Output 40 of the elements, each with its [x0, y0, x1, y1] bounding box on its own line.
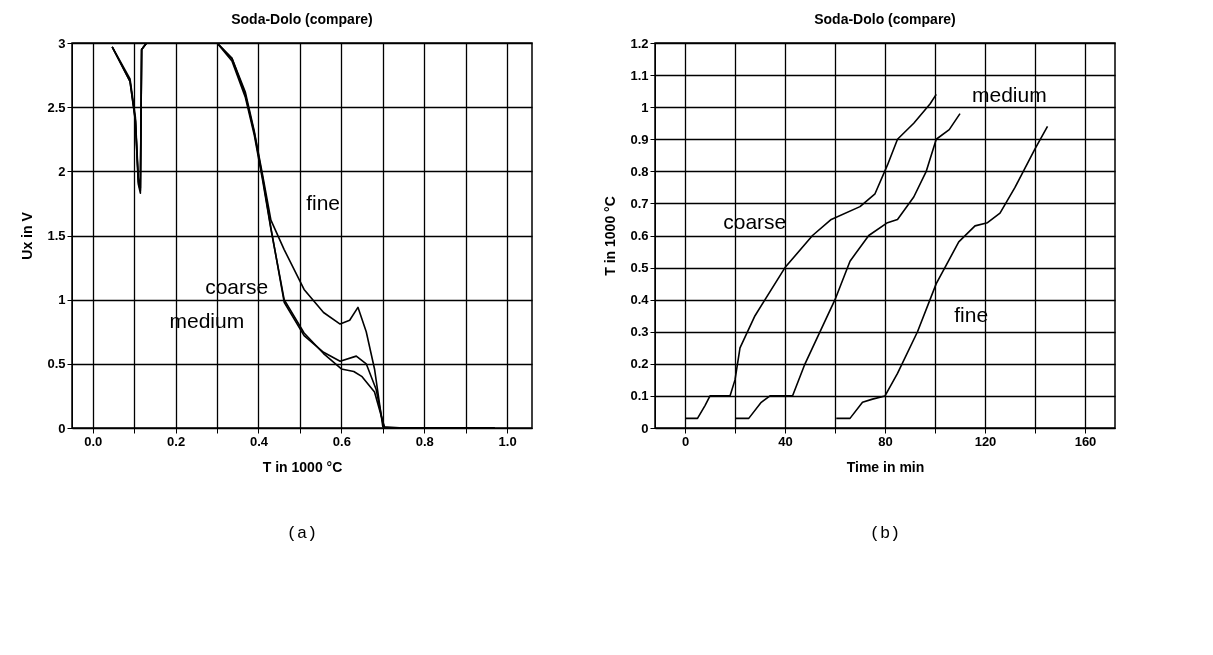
text: (b) [869, 524, 901, 543]
x-tick-label: 0.8 [415, 433, 434, 449]
y-axis-title: T in 1000 °C [602, 196, 619, 276]
series-label: fine [306, 190, 341, 214]
x-tick-label: 160 [1074, 433, 1097, 449]
y-tick-label: 2 [58, 163, 66, 179]
x-tick-label: 80 [878, 433, 893, 449]
text: (a) [286, 524, 318, 543]
y-tick-label: 1 [641, 99, 649, 115]
y-tick-label: 0.5 [630, 260, 649, 276]
y-tick-label: 0.9 [630, 131, 649, 147]
chart-title: Soda-Dolo (compare) [814, 11, 956, 27]
y-tick-label: 0 [641, 420, 649, 436]
x-tick-label: 0.2 [167, 433, 186, 449]
x-tick-label: 0.4 [249, 433, 269, 449]
y-tick-label: 0.3 [630, 324, 649, 340]
x-tick-label: 40 [778, 433, 793, 449]
y-tick-label: 0.2 [630, 356, 649, 372]
y-tick-label: 1.1 [630, 67, 649, 83]
y-tick-label: 2.5 [47, 99, 66, 115]
y-tick-label: 1.2 [630, 35, 649, 51]
y-tick-label: 0.6 [630, 228, 649, 243]
x-tick-label: 0 [681, 433, 690, 449]
y-tick-label: 0.4 [630, 292, 650, 308]
x-axis-title: Time in min [846, 458, 925, 475]
y-tick-label: 0.5 [47, 356, 66, 372]
x-tick-label: 1.0 [498, 433, 517, 449]
x-tick-label: 0.0 [84, 433, 103, 449]
y-tick-label: 1.5 [47, 228, 66, 243]
y-axis-title: Ux in V [19, 211, 36, 260]
y-tick-label: 3 [58, 35, 66, 51]
y-tick-label: 0.7 [630, 195, 649, 211]
chart-title: Soda-Dolo (compare) [231, 11, 373, 27]
x-axis-title: T in 1000 °C [262, 458, 343, 475]
x-tick-label: 0.6 [332, 433, 351, 449]
x-tick-label: 120 [974, 433, 997, 449]
y-tick-label: 0.1 [630, 388, 649, 404]
y-tick-label: 0 [58, 420, 66, 436]
y-tick-label: 0.8 [630, 163, 649, 179]
y-tick-label: 1 [58, 292, 66, 308]
